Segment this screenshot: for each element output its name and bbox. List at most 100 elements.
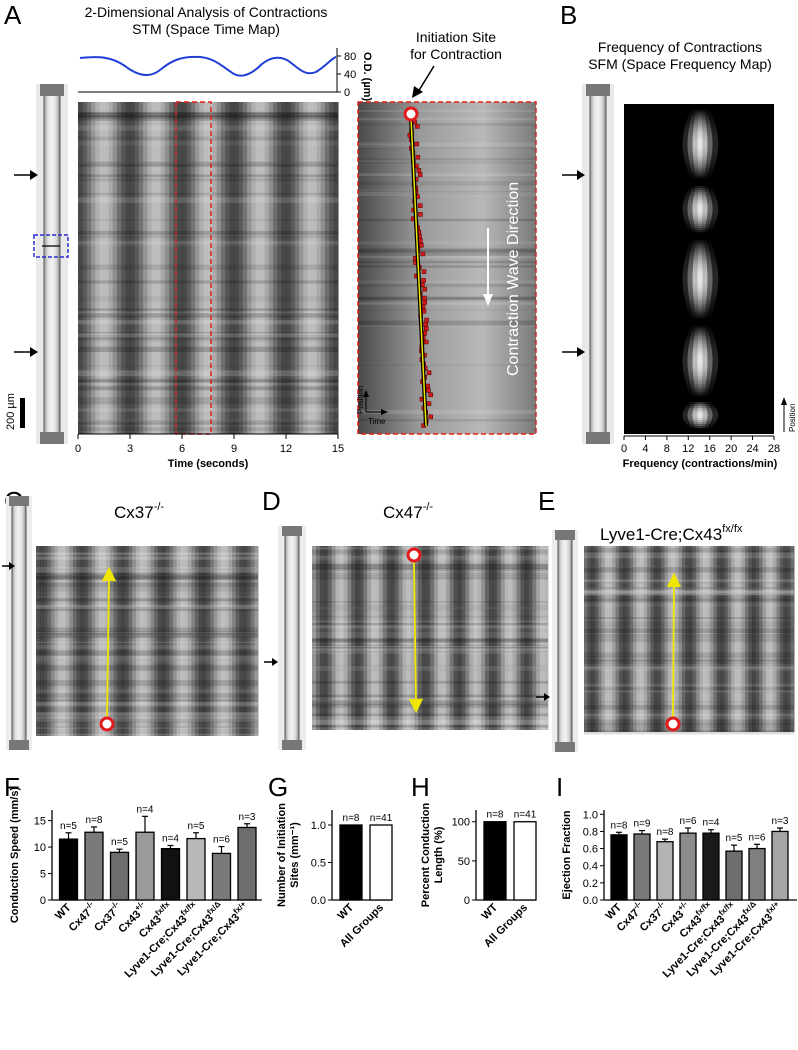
freq-tick: 24 bbox=[746, 443, 758, 455]
n-label: n=5 bbox=[60, 821, 77, 832]
y-tick: 5 bbox=[40, 869, 46, 881]
n-label: n=5 bbox=[111, 837, 128, 848]
site-arrow-a1 bbox=[14, 170, 38, 180]
y-tick: 0.6 bbox=[583, 844, 598, 856]
n-label: n=6 bbox=[680, 816, 697, 827]
time-axis-label: Time (seconds) bbox=[168, 458, 249, 470]
initiation-site-e bbox=[665, 716, 681, 732]
y-tick: 0.8 bbox=[583, 826, 598, 838]
initiation-site-c bbox=[99, 716, 115, 732]
y-tick: 0 bbox=[40, 895, 46, 907]
freq-tick: 0 bbox=[621, 443, 627, 455]
time-tick: 12 bbox=[280, 443, 292, 455]
y-tick: 0.0 bbox=[583, 895, 598, 907]
bar bbox=[160, 847, 181, 901]
y-tick: 15 bbox=[34, 816, 46, 828]
panel-a-title-line2: STM (Space Time Map) bbox=[132, 21, 280, 37]
bar bbox=[84, 831, 104, 901]
n-label: n=5 bbox=[188, 821, 205, 832]
n-label: n=8 bbox=[343, 813, 360, 824]
vessel-image-e bbox=[552, 530, 578, 752]
category-label: WT bbox=[336, 901, 357, 922]
bar bbox=[633, 833, 651, 901]
stm-image-e bbox=[584, 546, 795, 735]
n-label: n=6 bbox=[213, 835, 230, 846]
bar bbox=[610, 834, 628, 901]
n-label: n=3 bbox=[239, 812, 256, 823]
time-tick: 9 bbox=[231, 443, 237, 455]
panel-a-title-line1: 2-Dimensional Analysis of Contractions bbox=[85, 4, 328, 20]
n-label: n=41 bbox=[514, 810, 537, 821]
panel-d-genotype: Cx47-/- bbox=[383, 501, 433, 522]
inset-position-label: Position bbox=[356, 386, 365, 414]
od-tick: 0 bbox=[344, 87, 350, 99]
vessel-image-c bbox=[6, 496, 32, 750]
od-tick: 40 bbox=[344, 69, 356, 81]
y-tick: 0.0 bbox=[311, 895, 326, 907]
bar bbox=[656, 841, 674, 901]
panel-b-title-line2: SFM (Space Frequency Map) bbox=[588, 56, 772, 72]
bar bbox=[369, 824, 393, 901]
bar bbox=[135, 831, 155, 901]
initiation-site-marker bbox=[403, 106, 419, 122]
od-trace-plot: 80 40 0 O.D. (µm) bbox=[78, 48, 373, 101]
site-arrow-d bbox=[264, 658, 278, 666]
vessel-image-b bbox=[582, 84, 614, 444]
n-label: n=41 bbox=[370, 813, 393, 824]
panel-label-d: D bbox=[262, 486, 281, 516]
panel-c-genotype: Cx37-/- bbox=[114, 501, 164, 522]
y-axis-label: Ejection Fraction bbox=[561, 810, 573, 900]
panel-label-e: E bbox=[538, 486, 555, 516]
site-arrow-b2 bbox=[562, 347, 585, 357]
initiation-label-line1: Initiation Site bbox=[416, 29, 496, 45]
n-label: n=9 bbox=[634, 819, 651, 830]
n-label: n=6 bbox=[749, 832, 766, 843]
panel-label-i: I bbox=[556, 772, 563, 802]
initiation-label-line2: for Contraction bbox=[410, 46, 502, 62]
freq-tick: 8 bbox=[664, 443, 670, 455]
wave-direction-label: Contraction Wave Direction bbox=[505, 182, 522, 376]
n-label: n=8 bbox=[86, 815, 103, 826]
n-label: n=8 bbox=[611, 820, 628, 831]
bar bbox=[725, 850, 743, 901]
conduction-arrow-c bbox=[101, 566, 117, 719]
y-tick: 0.5 bbox=[311, 858, 326, 870]
site-arrow-c bbox=[2, 562, 15, 570]
bar bbox=[483, 821, 507, 901]
y-axis-label: Conduction Speed (mm/s) bbox=[9, 787, 21, 924]
site-arrow-b1 bbox=[562, 170, 585, 180]
bar bbox=[771, 830, 789, 901]
conduction-arrow-d bbox=[408, 561, 424, 714]
panel-label-g: G bbox=[268, 772, 288, 802]
time-tick: 3 bbox=[127, 443, 133, 455]
y-tick: 0 bbox=[464, 895, 470, 907]
od-axis-label: O.D. (µm) bbox=[361, 52, 373, 101]
stm-image-d bbox=[312, 546, 549, 731]
od-trace-line bbox=[79, 55, 337, 77]
bar bbox=[109, 851, 130, 901]
bar bbox=[58, 838, 79, 901]
scale-bar bbox=[20, 398, 25, 428]
conduction-arrow-e bbox=[666, 572, 682, 719]
time-tick: 0 bbox=[75, 443, 81, 455]
time-tick: 6 bbox=[179, 443, 185, 455]
initiation-site-d bbox=[406, 547, 422, 563]
time-axis: 0 3 6 9 12 15 Time (seconds) bbox=[75, 433, 344, 470]
panel-label-h: H bbox=[411, 772, 430, 802]
chart-initiation-sites: 0.0 0.5 1.0 Number of Initiation Sites (mm⁻¹… bbox=[276, 803, 393, 950]
chart-conduction-length: 0 50 100 Percent Conduction Length (%) n=8 WT n… bbox=[420, 802, 537, 949]
y-tick: 10 bbox=[34, 842, 46, 854]
diameter-roi-box bbox=[33, 234, 69, 258]
bar bbox=[339, 824, 363, 901]
site-arrow-e bbox=[536, 693, 550, 701]
vessel-image-a bbox=[33, 84, 69, 444]
y-axis-label: Length (%) bbox=[433, 826, 445, 883]
sfm-image bbox=[624, 104, 774, 434]
y-tick: 1.0 bbox=[311, 820, 326, 832]
initiation-pointer-arrow bbox=[417, 65, 435, 93]
freq-tick: 20 bbox=[725, 443, 737, 455]
stm-image-c bbox=[36, 546, 259, 736]
